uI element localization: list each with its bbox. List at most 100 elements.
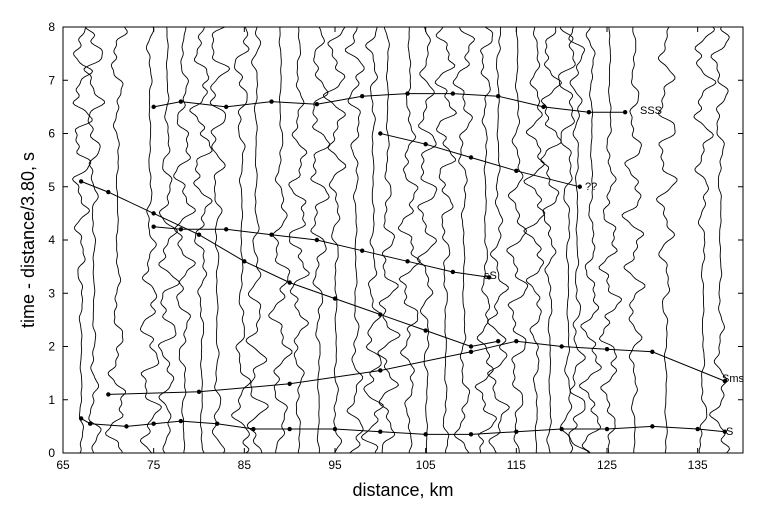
seismic-trace <box>540 27 563 453</box>
seismic-trace <box>158 27 181 453</box>
phase-pick-point <box>586 110 592 115</box>
phase-pick-point <box>722 429 728 434</box>
phase-pick-point <box>332 426 338 432</box>
phase-pick-point <box>541 104 546 110</box>
y-axis-label: time - distance/3.80, s <box>18 152 38 328</box>
seismic-trace <box>398 27 421 453</box>
seismic-trace <box>434 27 458 453</box>
phase-pick-point <box>604 426 610 432</box>
y-tick-label: 2 <box>48 340 55 354</box>
phase-pick-point <box>423 432 428 437</box>
phase-label-s: S <box>726 426 733 438</box>
x-axis-ticks: 65 75 85 95 105 115 125 135 <box>56 27 708 472</box>
phase-pick-point <box>514 168 519 173</box>
phase-pick-point <box>178 418 184 424</box>
phase-pick-point <box>106 189 111 195</box>
phase-pick-point <box>88 421 93 426</box>
seismic-trace <box>322 27 347 453</box>
plot-frame <box>62 26 744 454</box>
seismic-trace <box>310 27 331 453</box>
seismic-trace <box>621 27 646 453</box>
phase-pick-point <box>423 328 428 333</box>
phase-curve <box>108 340 726 395</box>
phase-pick-point <box>559 344 564 349</box>
phase-pick-point <box>242 259 247 264</box>
y-tick-label: 4 <box>48 233 55 247</box>
seismic-trace <box>474 27 497 453</box>
phase-pick-point <box>405 91 410 96</box>
phase-pick-point <box>287 280 292 285</box>
phase-label-ss: sS <box>484 270 497 282</box>
phase-curve <box>153 93 626 113</box>
y-tick-label: 6 <box>48 127 55 141</box>
y-tick-label: 0 <box>48 446 55 460</box>
seismic-trace <box>506 27 529 453</box>
phase-pick-point <box>214 421 220 426</box>
phase-curve <box>380 133 580 188</box>
phase-pick-point <box>178 227 184 232</box>
seismic-trace <box>173 27 196 453</box>
phase-pick-point <box>287 381 292 386</box>
seismic-trace <box>209 27 231 453</box>
phase-pick-point <box>151 211 156 216</box>
seismic-trace <box>288 27 310 453</box>
phase-pick-point <box>722 378 728 384</box>
phase-pick-point <box>622 110 628 115</box>
seismic-trace <box>709 27 730 453</box>
phase-pick-point <box>468 432 474 437</box>
phase-pick-point <box>378 131 383 136</box>
seismic-trace <box>230 27 252 453</box>
phase-pick-point <box>151 104 156 110</box>
phase-pick-point <box>151 224 156 229</box>
phase-pick-point <box>314 237 320 243</box>
phase-pick-point <box>604 346 610 352</box>
phase-pick-point <box>559 426 564 432</box>
y-tick-label: 8 <box>48 20 55 34</box>
seismic-trace <box>558 27 576 453</box>
y-tick-label: 3 <box>48 286 55 300</box>
x-tick-label: 95 <box>328 458 342 472</box>
phase-pick-point <box>151 421 156 426</box>
y-tick-label: 7 <box>48 73 55 87</box>
x-tick-label: 105 <box>416 458 436 472</box>
seismic-trace <box>579 27 602 453</box>
seismic-trace <box>416 27 438 453</box>
phase-pick-point <box>360 248 365 253</box>
phase-pick-point <box>124 424 129 429</box>
phase-labels: SSS ?? sS Sms S <box>484 105 745 438</box>
phase-pick-point <box>378 312 383 317</box>
x-tick-label: 85 <box>238 458 252 472</box>
phase-pick-point <box>269 232 274 237</box>
phase-pick-point <box>405 259 410 264</box>
seismograph-traces <box>71 27 730 453</box>
phase-pick-point <box>196 389 202 394</box>
phase-pick-point <box>224 227 229 232</box>
seismic-trace <box>693 27 717 453</box>
seismic-trace <box>268 27 293 453</box>
phase-pick-point <box>695 426 700 432</box>
seismic-trace <box>105 27 128 453</box>
x-tick-label: 115 <box>507 458 526 472</box>
seismic-trace <box>568 27 590 453</box>
phase-pick-point <box>450 269 456 275</box>
x-tick-label: 125 <box>597 458 617 472</box>
phase-pick-point <box>378 429 383 434</box>
phase-pick-point <box>514 429 519 434</box>
phase-pick-point <box>577 184 582 189</box>
seismic-trace <box>83 27 105 453</box>
x-axis-label: distance, km <box>352 480 453 500</box>
phase-pick-point <box>514 338 519 344</box>
phase-curve <box>80 417 725 435</box>
phase-pick-point <box>423 141 428 147</box>
phase-pick-point <box>251 426 256 432</box>
phase-label-unknown: ?? <box>585 181 597 193</box>
phase-pick-point <box>106 392 111 397</box>
y-axis-ticks: 0 1 2 3 4 5 6 7 8 <box>48 20 743 460</box>
y-tick-label: 1 <box>48 393 55 407</box>
phase-pick-point <box>78 179 84 184</box>
phase-pick-point <box>496 94 501 99</box>
phase-pick-point <box>332 296 338 301</box>
phase-pick-point <box>650 424 655 429</box>
phase-label-sms: Sms <box>722 373 745 385</box>
x-tick-label: 135 <box>688 458 708 472</box>
